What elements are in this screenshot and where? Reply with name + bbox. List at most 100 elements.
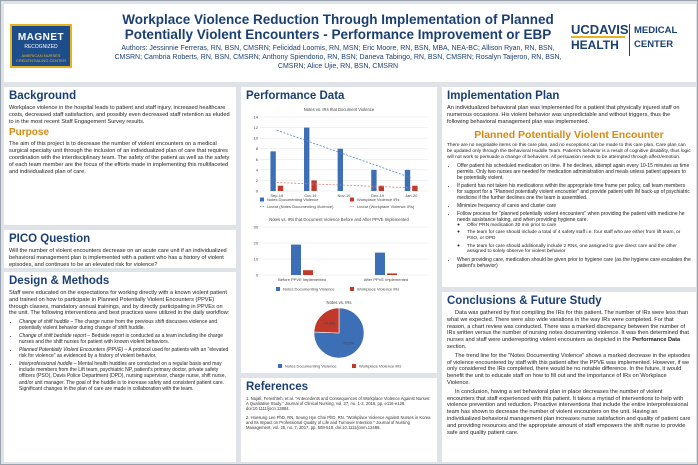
legend-label: Workplace Violence IRs — [357, 197, 399, 202]
trend-line — [276, 182, 412, 189]
design-item: Change of shift huddle – The charge nurs… — [19, 319, 231, 331]
y-tick-label: 0 — [256, 273, 259, 278]
bar — [277, 185, 284, 191]
background-heading: Background — [9, 90, 77, 102]
legend-swatch — [350, 197, 354, 202]
bar — [378, 185, 384, 191]
pie-data-label: 75.6% — [343, 340, 355, 345]
legend-swatch — [260, 197, 264, 202]
design-item-text: – The charge nurse from the previous shi… — [19, 319, 218, 332]
design-item-text: – Mental health huddles are conducted on… — [19, 360, 226, 392]
logo-medical-center: MEDICAL CENTER — [634, 24, 677, 52]
y-tick-label: 2 — [256, 178, 259, 183]
ppve-subitem: The team for care should additionally in… — [467, 244, 691, 256]
conclusions-panel: Conclusions & Future Study Data was gath… — [442, 292, 696, 462]
poster-header: MAGNET RECOGNIZED AMERICAN NURSES CREDEN… — [4, 4, 696, 82]
logo-underline — [571, 36, 625, 38]
ppve-item: Offer patient his scheduled medication o… — [457, 163, 691, 182]
ppve-item: Minimize frequency of cares and cluster … — [457, 203, 691, 209]
bar — [412, 185, 418, 191]
y-tick-label: 10 — [254, 257, 259, 262]
chart-before-after-ppve: Notes vs. IRs that Document Violence Bef… — [254, 217, 428, 292]
legend-label: Workplace Violence IRs — [359, 364, 401, 369]
pie-slice — [313, 307, 365, 359]
legend-swatch — [276, 287, 280, 291]
x-tick-label: Nov-19 — [338, 193, 352, 198]
conclusions-text: section. — [447, 343, 467, 350]
ppve-item: When providing care, medication should b… — [457, 257, 691, 269]
ppve-text: There are no negotiable items on this ca… — [447, 143, 691, 160]
logo-divider — [629, 24, 630, 56]
logo-medical: MEDICAL — [634, 25, 678, 36]
ucdavis-health-logo: UCDAVIS HEALTH MEDICAL CENTER — [571, 22, 691, 62]
chart-notes-vs-irs-pie: Notes vs. IRs 75.6% 24.4% Notes Documenting… — [278, 300, 401, 369]
bar — [404, 169, 411, 191]
chart-title: Notes vs. IRs that Document Violence Bef… — [269, 217, 409, 222]
ppve-sublist: Offer PRN medication 30 min prior to car… — [457, 223, 691, 255]
pie-data-label: 24.4% — [324, 321, 336, 326]
x-tick-label: Dec-19 — [371, 193, 385, 198]
bar — [303, 270, 313, 275]
logo-ucdavis: UCDAVIS — [571, 22, 629, 37]
y-tick-label: 30 — [254, 225, 259, 230]
bar — [387, 273, 397, 275]
ppve-list: Offer patient his scheduled medication o… — [447, 163, 691, 269]
conclusions-paragraph: The trend line for the "Notes Documentin… — [447, 352, 691, 386]
magnet-subtitle: RECOGNIZED — [24, 44, 58, 50]
design-item: Interprofessional huddle – Mental health… — [19, 361, 231, 392]
legend-label: Linear (Notes Documenting Violence) — [267, 204, 334, 209]
chart-title: Notes vs. IRs that Document Violence — [304, 107, 375, 112]
design-item-text: – A protocol used for patients with an "… — [19, 347, 229, 360]
legend-swatch — [278, 364, 282, 368]
implementation-heading: Implementation Plan — [447, 90, 560, 102]
design-intro: Staff were educated on the expectations … — [9, 290, 230, 317]
ppve-item: Follow process for "planned potentially … — [457, 211, 691, 255]
bar — [270, 151, 276, 191]
legend-label: Notes Documenting Violence — [285, 364, 337, 369]
design-heading: Design & Methods — [9, 275, 110, 287]
purpose-heading: Purpose — [9, 127, 50, 139]
x-tick-label: Jan-20 — [405, 193, 418, 198]
conclusions-paragraph: In conclusion, having a set behavioral p… — [447, 388, 691, 436]
design-panel: Design & Methods Staff were educated on … — [4, 272, 236, 462]
performance-panel: Performance Data Notes vs. IRs that Docu… — [241, 87, 437, 373]
bar — [371, 169, 377, 191]
pie-slice — [313, 307, 340, 334]
reference-item: 1. Najafi, Fereshteh, et al. "Antecedent… — [246, 396, 431, 412]
reference-item: 2. Hoesung Lee PhD, RN, Seung Hye Choi P… — [246, 414, 431, 431]
ppve-item: If patient has not taken his medications… — [457, 183, 691, 202]
bar — [337, 148, 343, 191]
purpose-text: The aim of this project is to decrease t… — [9, 141, 230, 175]
pico-panel: PICO Question Will the number of violent… — [4, 230, 236, 268]
trend-line — [276, 129, 412, 179]
logo-health: HEALTH — [571, 38, 619, 52]
legend-label: Workplace Violence IRs — [357, 287, 399, 292]
references-heading: References — [246, 381, 309, 393]
x-tick-label: Oct-19 — [304, 193, 317, 198]
conclusions-text: Data was gathered by first compiling the… — [447, 310, 689, 344]
implementation-text: An individualized behavioral plan was im… — [447, 105, 680, 125]
references-panel: References 1. Najafi, Fereshteh, et al. … — [241, 378, 437, 462]
conclusions-link-text: Performance Data — [632, 337, 681, 344]
poster-title: Workplace Violence Reduction Through Imp… — [122, 12, 554, 42]
chart-title: Notes vs. IRs — [327, 300, 352, 305]
ppve-item-text: Follow process for "planned potentially … — [457, 210, 685, 223]
performance-heading: Performance Data — [246, 90, 345, 102]
design-item-term: Change of shift huddle — [19, 319, 70, 326]
ppve-subitem: Offer PRN medication 30 min prior to car… — [467, 223, 691, 229]
design-item-term: Planned Potentially Violent Encounters (… — [19, 347, 124, 353]
design-item: Change of shift bedside report – Bedside… — [19, 333, 231, 345]
x-tick-label: Before PPVE Implemented — [278, 277, 326, 282]
bar — [304, 127, 310, 191]
y-tick-label: 4 — [256, 167, 259, 172]
legend-swatch — [352, 364, 356, 368]
x-tick-label: Sep-19 — [270, 193, 284, 198]
magnet-title: MAGNET — [17, 32, 65, 43]
design-item-text: – Bedside report is conducted as a team … — [19, 333, 224, 346]
legend-swatch — [350, 287, 354, 291]
ppve-subitem: The team for care should include a total… — [467, 230, 691, 242]
background-text: Workplace violence in the hospital leads… — [9, 105, 230, 125]
y-tick-label: 6 — [256, 157, 259, 162]
chart-notes-vs-irs-monthly: Notes vs. IRs that Document Violence 0 2 4 6… — [254, 107, 428, 209]
y-tick-label: 0 — [256, 189, 259, 194]
